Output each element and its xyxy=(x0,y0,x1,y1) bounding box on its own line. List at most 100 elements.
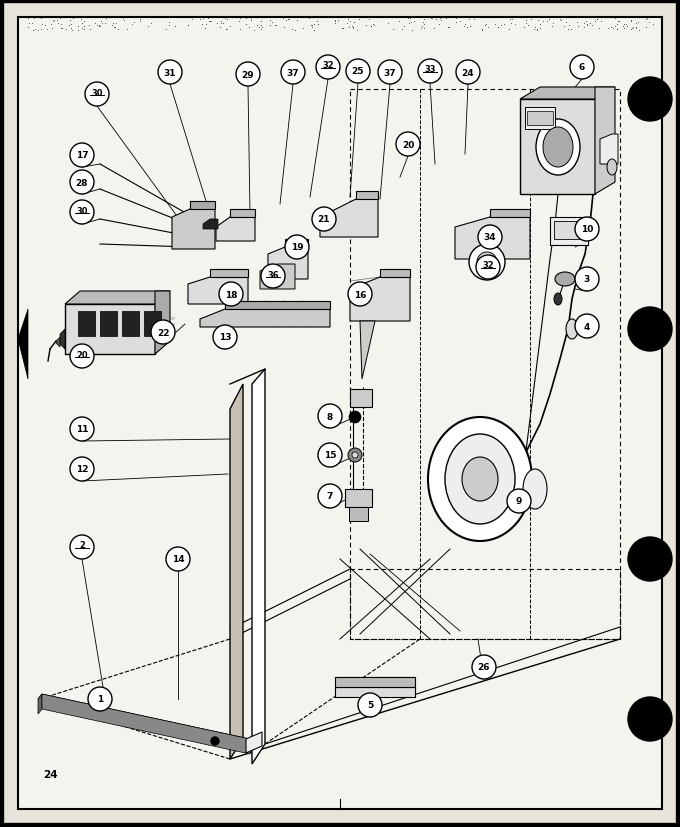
Polygon shape xyxy=(260,265,295,289)
Polygon shape xyxy=(216,218,255,241)
Text: 20: 20 xyxy=(402,141,414,150)
Text: 31: 31 xyxy=(164,69,176,78)
Text: 36: 36 xyxy=(267,270,279,280)
Circle shape xyxy=(318,404,342,428)
Bar xyxy=(525,108,555,130)
Text: 17: 17 xyxy=(75,151,88,160)
Circle shape xyxy=(158,61,182,85)
Circle shape xyxy=(285,236,309,260)
Text: 30: 30 xyxy=(91,88,103,98)
Circle shape xyxy=(472,655,496,679)
Bar xyxy=(122,312,139,337)
Polygon shape xyxy=(320,200,378,237)
Circle shape xyxy=(281,61,305,85)
Bar xyxy=(527,112,553,126)
Polygon shape xyxy=(345,490,372,508)
Circle shape xyxy=(211,737,219,745)
Polygon shape xyxy=(188,278,248,304)
Polygon shape xyxy=(380,270,410,278)
Polygon shape xyxy=(356,192,378,200)
Polygon shape xyxy=(60,330,65,350)
Ellipse shape xyxy=(428,418,532,542)
Bar xyxy=(144,312,161,337)
Polygon shape xyxy=(65,304,155,355)
Text: 10: 10 xyxy=(581,225,593,234)
Circle shape xyxy=(575,314,599,338)
Circle shape xyxy=(261,265,285,289)
Circle shape xyxy=(151,321,175,345)
Polygon shape xyxy=(172,210,215,250)
Circle shape xyxy=(507,490,531,514)
Ellipse shape xyxy=(523,470,547,509)
Text: 12: 12 xyxy=(75,465,88,474)
Polygon shape xyxy=(268,248,308,280)
Polygon shape xyxy=(335,687,415,697)
Circle shape xyxy=(88,687,112,711)
Text: 4: 4 xyxy=(584,322,590,331)
Text: 33: 33 xyxy=(424,65,436,74)
Text: 7: 7 xyxy=(327,492,333,501)
Circle shape xyxy=(570,56,594,80)
Ellipse shape xyxy=(477,253,497,273)
Text: 13: 13 xyxy=(219,333,231,342)
Text: 2: 2 xyxy=(79,541,85,550)
Circle shape xyxy=(70,418,94,442)
Ellipse shape xyxy=(536,120,580,176)
Ellipse shape xyxy=(462,457,498,501)
Polygon shape xyxy=(246,732,262,753)
Text: 30: 30 xyxy=(76,206,88,215)
Circle shape xyxy=(318,443,342,467)
Polygon shape xyxy=(210,270,248,278)
Text: NOTE: See separate    
parts list for Service   
manual: NOTE: See separate parts list for Servic… xyxy=(112,316,183,332)
Circle shape xyxy=(70,201,94,225)
Text: 18: 18 xyxy=(225,290,237,299)
Text: 15: 15 xyxy=(324,451,336,460)
Text: 24: 24 xyxy=(43,769,57,779)
Circle shape xyxy=(628,538,672,581)
Ellipse shape xyxy=(554,294,562,306)
Circle shape xyxy=(236,63,260,87)
Text: 32: 32 xyxy=(322,61,334,70)
Ellipse shape xyxy=(445,434,515,524)
Polygon shape xyxy=(200,309,330,327)
Ellipse shape xyxy=(352,452,358,458)
Circle shape xyxy=(575,218,599,241)
Text: 16: 16 xyxy=(354,290,367,299)
Circle shape xyxy=(378,61,402,85)
Bar xyxy=(550,218,588,246)
Polygon shape xyxy=(56,337,60,347)
Text: 22: 22 xyxy=(157,328,169,337)
Text: 32: 32 xyxy=(482,261,494,270)
Polygon shape xyxy=(360,322,375,380)
Text: 1: 1 xyxy=(97,695,103,704)
Polygon shape xyxy=(230,385,243,759)
Bar xyxy=(78,312,95,337)
Circle shape xyxy=(628,697,672,741)
Polygon shape xyxy=(595,88,615,195)
Text: 19: 19 xyxy=(290,243,303,252)
Polygon shape xyxy=(520,88,615,100)
Polygon shape xyxy=(349,508,368,521)
Polygon shape xyxy=(600,135,618,165)
Text: 3: 3 xyxy=(584,275,590,284)
Ellipse shape xyxy=(607,160,617,176)
Polygon shape xyxy=(65,292,170,304)
Text: 20: 20 xyxy=(76,350,88,359)
Circle shape xyxy=(166,547,190,571)
Circle shape xyxy=(628,308,672,351)
Text: 11: 11 xyxy=(75,425,88,434)
Ellipse shape xyxy=(555,273,575,287)
Circle shape xyxy=(316,56,340,80)
Circle shape xyxy=(348,283,372,307)
Polygon shape xyxy=(38,694,42,715)
Text: 21: 21 xyxy=(318,215,330,224)
Polygon shape xyxy=(490,210,530,218)
Polygon shape xyxy=(455,218,530,260)
Circle shape xyxy=(70,345,94,369)
Circle shape xyxy=(575,268,599,292)
Polygon shape xyxy=(520,100,595,195)
Circle shape xyxy=(396,133,420,157)
Text: 8: 8 xyxy=(327,412,333,421)
Circle shape xyxy=(312,208,336,232)
Text: 37: 37 xyxy=(384,69,396,78)
